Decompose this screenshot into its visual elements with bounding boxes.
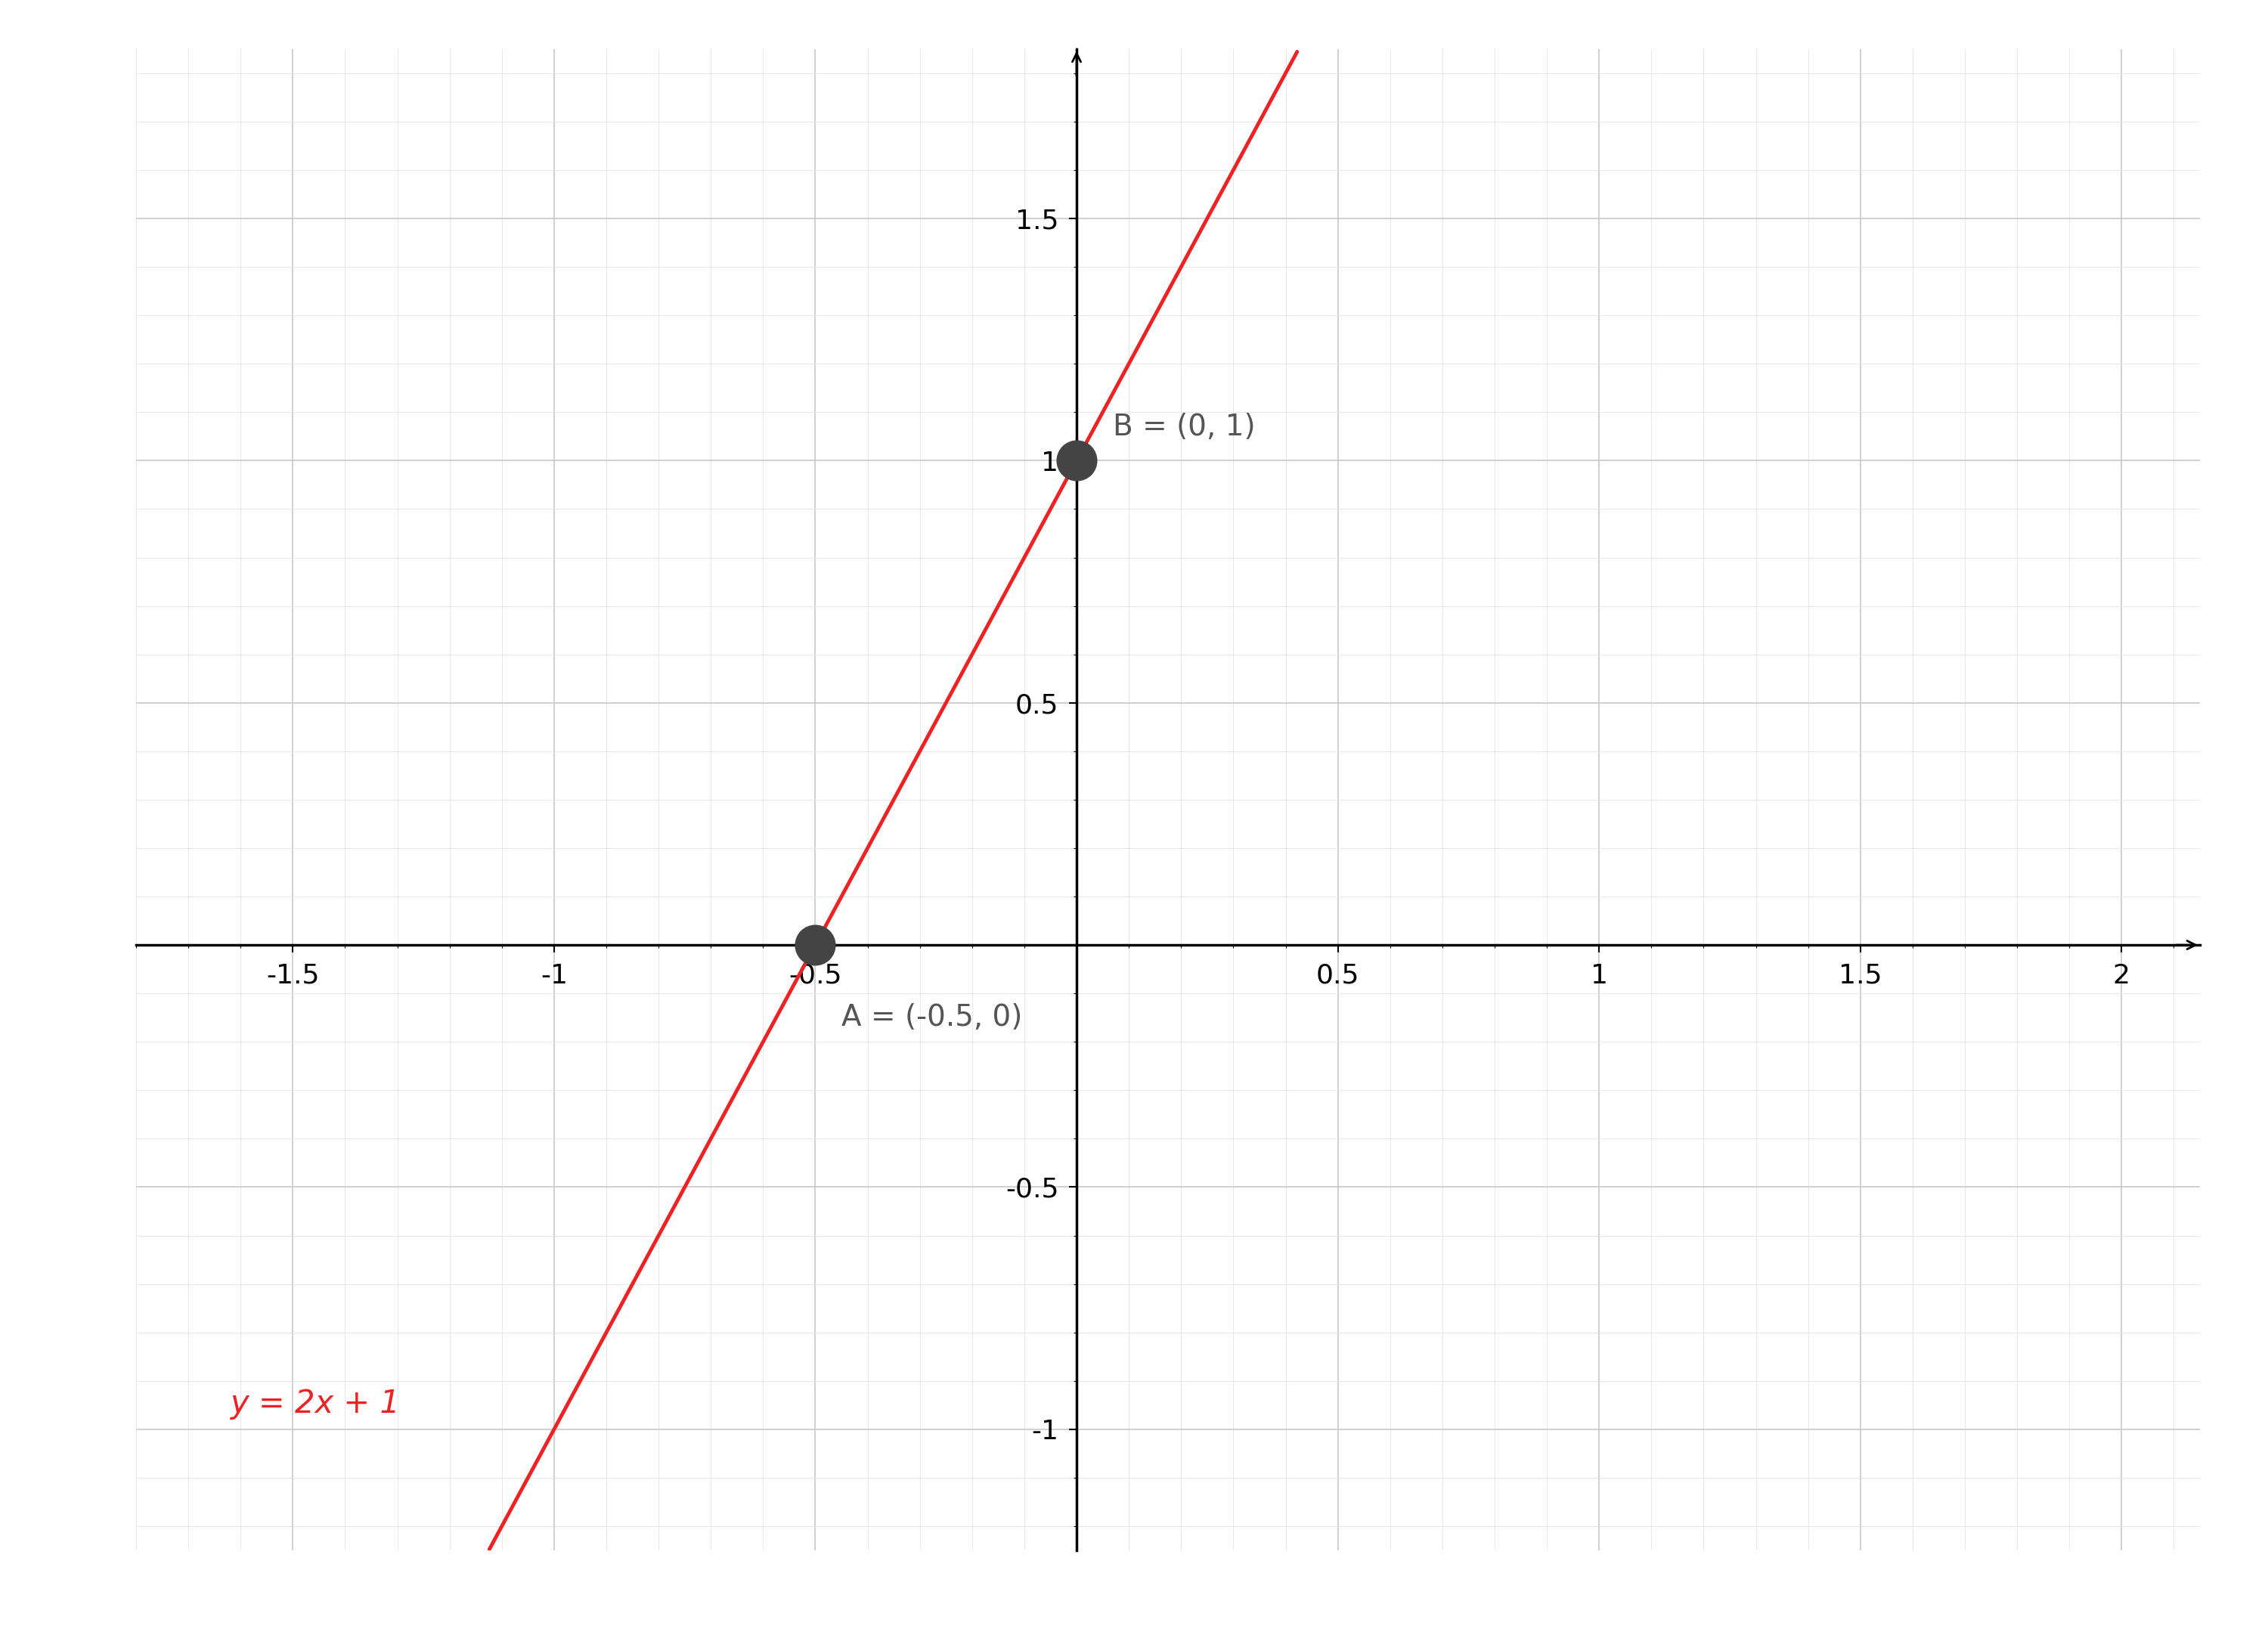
Point bbox=[1059, 447, 1095, 473]
Text: A = (-0.5, 0): A = (-0.5, 0) bbox=[841, 1004, 1023, 1031]
Point bbox=[796, 932, 832, 958]
Text: B = (0, 1): B = (0, 1) bbox=[1114, 413, 1256, 441]
Text: y = 2x + 1: y = 2x + 1 bbox=[229, 1387, 399, 1420]
